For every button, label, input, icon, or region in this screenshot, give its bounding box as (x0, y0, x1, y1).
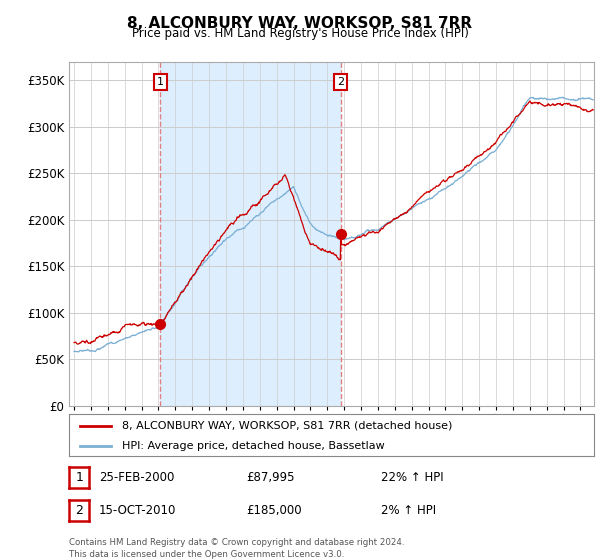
Text: 2: 2 (75, 503, 83, 517)
Text: HPI: Average price, detached house, Bassetlaw: HPI: Average price, detached house, Bass… (121, 441, 384, 451)
Text: 15-OCT-2010: 15-OCT-2010 (99, 503, 176, 517)
Text: 8, ALCONBURY WAY, WORKSOP, S81 7RR (detached house): 8, ALCONBURY WAY, WORKSOP, S81 7RR (deta… (121, 421, 452, 431)
Text: 2% ↑ HPI: 2% ↑ HPI (381, 503, 436, 517)
Text: 8, ALCONBURY WAY, WORKSOP, S81 7RR: 8, ALCONBURY WAY, WORKSOP, S81 7RR (127, 16, 473, 31)
Bar (160, 62, 341, 406)
Text: 22% ↑ HPI: 22% ↑ HPI (381, 471, 443, 484)
Text: £87,995: £87,995 (246, 471, 295, 484)
Text: 2: 2 (337, 77, 344, 87)
Text: £185,000: £185,000 (246, 503, 302, 517)
Text: 1: 1 (75, 471, 83, 484)
Text: Price paid vs. HM Land Registry's House Price Index (HPI): Price paid vs. HM Land Registry's House … (131, 27, 469, 40)
Text: Contains HM Land Registry data © Crown copyright and database right 2024.
This d: Contains HM Land Registry data © Crown c… (69, 538, 404, 559)
Text: 25-FEB-2000: 25-FEB-2000 (99, 471, 175, 484)
Text: 1: 1 (157, 77, 164, 87)
